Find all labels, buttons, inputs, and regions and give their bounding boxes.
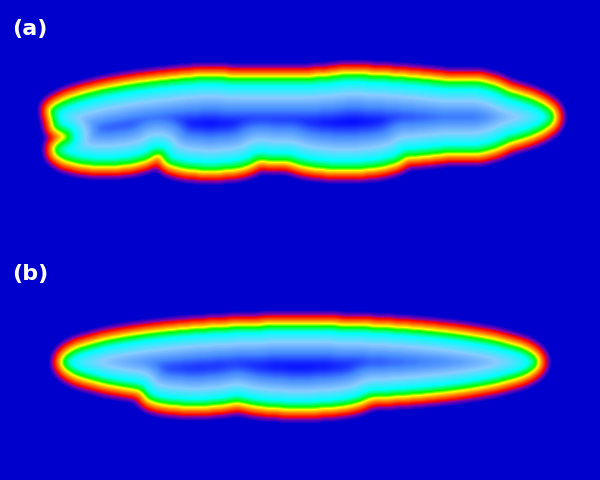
- Text: (a): (a): [12, 19, 47, 39]
- Text: (b): (b): [12, 264, 48, 284]
